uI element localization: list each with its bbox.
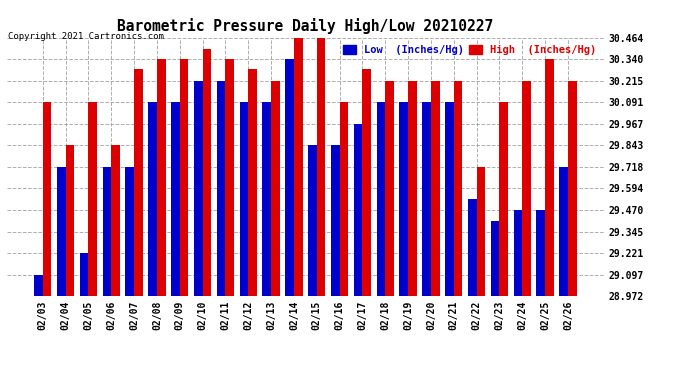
Bar xyxy=(422,102,431,296)
Bar xyxy=(271,81,279,296)
Bar xyxy=(354,124,362,296)
Text: Copyright 2021 Cartronics.com: Copyright 2021 Cartronics.com xyxy=(8,32,164,41)
Bar xyxy=(491,221,500,296)
Bar xyxy=(408,81,417,296)
Bar xyxy=(431,81,440,296)
Bar xyxy=(66,145,75,296)
Bar xyxy=(522,81,531,296)
Bar xyxy=(468,200,477,296)
Bar xyxy=(217,81,226,296)
Bar xyxy=(262,102,271,296)
Bar xyxy=(477,167,485,296)
Bar xyxy=(157,59,166,296)
Legend: Low  (Inches/Hg), High  (Inches/Hg): Low (Inches/Hg), High (Inches/Hg) xyxy=(342,43,598,57)
Bar xyxy=(339,102,348,296)
Bar xyxy=(239,102,248,296)
Bar xyxy=(126,167,134,296)
Bar xyxy=(194,81,203,296)
Bar xyxy=(317,38,326,296)
Bar xyxy=(568,81,577,296)
Bar xyxy=(203,49,211,296)
Bar xyxy=(111,145,120,296)
Bar xyxy=(171,102,179,296)
Bar xyxy=(400,102,408,296)
Bar xyxy=(545,59,554,296)
Bar xyxy=(103,167,111,296)
Bar xyxy=(88,102,97,296)
Bar xyxy=(248,69,257,296)
Bar xyxy=(445,102,454,296)
Bar xyxy=(226,59,234,296)
Bar xyxy=(362,69,371,296)
Bar xyxy=(385,81,394,296)
Bar xyxy=(331,145,339,296)
Bar xyxy=(454,81,462,296)
Bar xyxy=(43,102,51,296)
Bar xyxy=(57,167,66,296)
Bar xyxy=(560,167,568,296)
Bar xyxy=(513,210,522,296)
Bar xyxy=(34,274,43,296)
Bar xyxy=(148,102,157,296)
Title: Barometric Pressure Daily High/Low 20210227: Barometric Pressure Daily High/Low 20210… xyxy=(117,18,493,33)
Bar xyxy=(500,102,508,296)
Bar xyxy=(179,59,188,296)
Bar xyxy=(536,210,545,296)
Bar xyxy=(377,102,385,296)
Bar xyxy=(285,59,294,296)
Bar xyxy=(294,38,303,296)
Bar xyxy=(308,145,317,296)
Bar xyxy=(134,69,143,296)
Bar xyxy=(80,253,88,296)
